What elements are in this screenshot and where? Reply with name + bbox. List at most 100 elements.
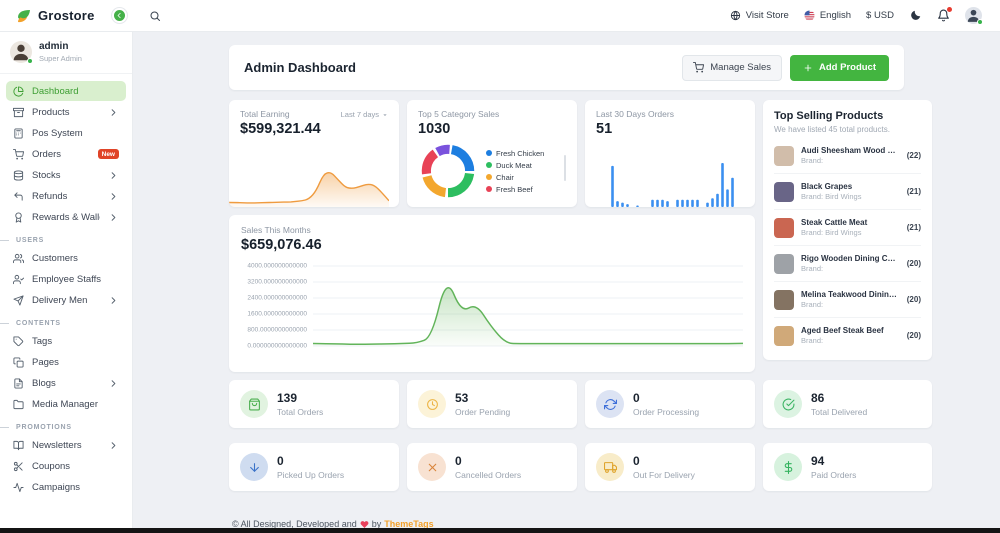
product-thumbnail <box>774 253 794 274</box>
chevron-right-icon <box>108 170 119 181</box>
rewards-icon <box>13 211 24 223</box>
sales-this-month-card: Sales This Months $659,076.46 4000.00000… <box>229 215 755 372</box>
sidebar-item-employee-staffs[interactable]: Employee Staffs <box>6 269 126 289</box>
stat-label: Paid Orders <box>811 469 857 480</box>
sidebar-item-tags[interactable]: Tags <box>6 331 126 351</box>
sales-y-axis: 4000.000000000000 3200.000000000000 2400.0… <box>241 260 313 352</box>
product-brand: Brand: Bird Wings <box>801 228 862 238</box>
manage-sales-button[interactable]: Manage Sales <box>682 54 782 81</box>
footer-by: by <box>371 519 382 528</box>
chevron-right-icon <box>108 212 119 223</box>
brand[interactable]: Grostore <box>0 8 112 24</box>
product-info: Black Grapes Brand: Bird Wings <box>801 182 900 202</box>
card-label: Sales This Months <box>241 225 311 235</box>
sidebar-item-products[interactable]: Products <box>6 102 126 122</box>
product-row[interactable]: Aged Beef Steak Beef Brand: (20) <box>774 318 921 353</box>
product-info: Aged Beef Steak Beef Brand: <box>801 326 900 346</box>
sidebar-item-stocks[interactable]: Stocks <box>6 165 126 185</box>
stat-value: 86 <box>811 391 825 406</box>
card-label: Last 30 Days Orders <box>596 109 674 119</box>
customers-icon <box>13 253 24 264</box>
sidebar-item-rewards-wallet[interactable]: Rewards & Wallet <box>6 207 126 227</box>
sidebar-item-label: Dashboard <box>32 85 79 97</box>
nav-section-title: CONTENTS <box>0 320 132 327</box>
sidebar-item-blogs[interactable]: Blogs <box>6 373 126 393</box>
product-count: (20) <box>906 259 921 268</box>
stat-card-total-delivered: 86 Total Delivered <box>763 380 932 428</box>
legend-item-fresh-chicken[interactable]: Fresh Chicken <box>486 149 560 158</box>
category-sales-card: Top 5 Category Sales 1030 Fresh Chicken D… <box>407 100 577 207</box>
sidebar-item-customers[interactable]: Customers <box>6 248 126 268</box>
sidebar-item-delivery-men[interactable]: Delivery Men <box>6 290 126 310</box>
stat-icon-wrap <box>596 390 624 418</box>
main-content: Admin Dashboard Manage Sales Add Product… <box>133 32 1000 528</box>
sidebar-item-refunds[interactable]: Refunds <box>6 186 126 206</box>
chevron-right-icon <box>108 440 119 451</box>
add-product-button[interactable]: Add Product <box>790 54 889 81</box>
stat-icon-wrap <box>596 453 624 481</box>
legend-dot <box>486 186 492 192</box>
sidebar-item-coupons[interactable]: Coupons <box>6 456 126 476</box>
earning-range-dropdown[interactable]: Last 7 days <box>341 110 389 119</box>
y-tick-label: 1600.000000000000 <box>247 310 307 318</box>
footer-brand-link[interactable]: ThemeTags <box>384 519 434 528</box>
y-tick-label: 4000.000000000000 <box>247 262 307 270</box>
stat-text: 0 Out For Delivery <box>633 454 695 480</box>
product-brand: Brand: <box>801 264 824 274</box>
product-thumbnail <box>774 325 794 346</box>
sidebar-item-campaigns[interactable]: Campaigns <box>6 477 126 497</box>
products-subtitle: We have listed 45 total products. <box>774 125 890 134</box>
y-tick-label: 0.000000000000000 <box>247 342 307 350</box>
clock-icon <box>426 398 439 411</box>
card-label: Total Earning <box>240 109 290 119</box>
currency-label: $ USD <box>866 10 894 21</box>
legend-item-duck-meat[interactable]: Duck Meat <box>486 161 560 170</box>
legend-scrollbar[interactable] <box>563 154 566 181</box>
legend-label: Chair <box>496 172 514 182</box>
brand-name: Grostore <box>38 8 95 23</box>
sidebar-item-newsletters[interactable]: Newsletters <box>6 435 126 455</box>
stat-text: 0 Cancelled Orders <box>455 454 521 480</box>
product-row[interactable]: Rigo Wooden Dining Chair Brand: (20) <box>774 246 921 282</box>
stat-text: 94 Paid Orders <box>811 454 856 480</box>
legend-item-fresh-beef[interactable]: Fresh Beef <box>486 185 560 194</box>
top-selling-products-card: Top Selling Products We have listed 45 t… <box>763 100 932 360</box>
product-thumbnail <box>774 145 794 166</box>
stat-value: 0 <box>633 454 640 469</box>
bag-icon <box>248 398 261 411</box>
legend-label: Fresh Beef <box>496 184 533 194</box>
sidebar-item-label: Pos System <box>32 127 83 139</box>
dark-mode-toggle[interactable] <box>909 9 922 22</box>
y-tick-label: 2400.000000000000 <box>247 294 307 302</box>
currency-selector[interactable]: $ USD <box>866 10 894 21</box>
product-row[interactable]: Audi Sheesham Wood Dining...Brand: (22) <box>774 138 921 174</box>
page-title: Admin Dashboard <box>244 60 356 75</box>
product-name: Audi Sheesham Wood Dining... <box>801 145 900 155</box>
sidebar-item-pos-system[interactable]: Pos System <box>6 123 126 143</box>
language-selector[interactable]: English <box>804 10 851 21</box>
refresh-icon <box>603 398 617 411</box>
sidebar-item-orders[interactable]: Orders New <box>6 144 126 164</box>
product-row[interactable]: Steak Cattle Meat Brand: Bird Wings (21) <box>774 210 921 246</box>
sidebar-item-label: Blogs <box>32 377 56 389</box>
stat-value: 0 <box>277 454 284 469</box>
stat-icon-wrap <box>774 453 802 481</box>
chevron-right-icon <box>108 191 119 202</box>
sidebar-item-pages[interactable]: Pages <box>6 352 126 372</box>
product-row[interactable]: Black Grapes Brand: Bird Wings (21) <box>774 174 921 210</box>
sidebar-collapse-button[interactable] <box>112 8 127 23</box>
legend-item-chair[interactable]: Chair <box>486 173 560 182</box>
user-avatar[interactable] <box>965 7 983 25</box>
donut-legend: Fresh Chicken Duck Meat Chair Fresh Beef <box>486 149 566 194</box>
search-icon[interactable] <box>149 10 161 22</box>
stat-icon-wrap <box>240 390 268 418</box>
products-list: Audi Sheesham Wood Dining...Brand:(22)Bl… <box>774 138 921 353</box>
sidebar-item-media-manager[interactable]: Media Manager <box>6 394 126 414</box>
visit-store-link[interactable]: Visit Store <box>730 10 789 21</box>
cart-icon <box>693 62 705 73</box>
notifications-button[interactable] <box>937 7 952 22</box>
sidebar-item-dashboard[interactable]: Dashboard <box>6 81 126 101</box>
stat-icon-wrap <box>774 390 802 418</box>
y-tick-label: 800.0000000000000 <box>247 326 307 334</box>
